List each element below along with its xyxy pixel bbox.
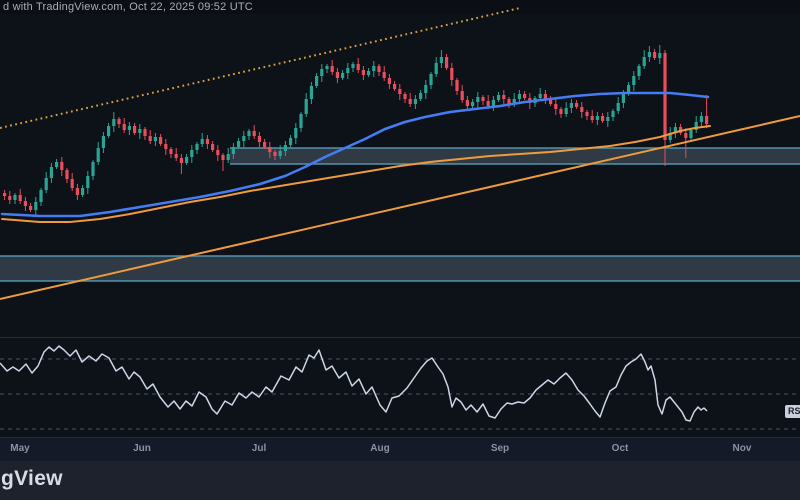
- rsi-line: [0, 345, 708, 422]
- lower-support-zone: [0, 256, 800, 281]
- x-axis-label-nov: Nov: [732, 443, 752, 454]
- x-axis-label-oct: Oct: [611, 443, 629, 454]
- rsi-value-badge: RS: [785, 405, 800, 418]
- rsi-pane: [0, 345, 800, 430]
- ma-fast-line: [0, 91, 710, 218]
- tradingview-logo: gView: [1, 467, 63, 490]
- dotted-ascending-trendline: [0, 7, 521, 129]
- attribution-text: d with TradingView.com, Oct 22, 2025 09:…: [3, 1, 253, 13]
- x-axis-label-jun: Jun: [133, 443, 151, 454]
- x-axis-label-sep: Sep: [490, 443, 510, 454]
- footer-bar: gView: [0, 461, 800, 500]
- candles-group: [3, 45, 709, 216]
- time-axis[interactable]: May Jun Jul Aug Sep Oct Nov: [0, 437, 800, 461]
- x-axis-label-jul: Jul: [251, 443, 267, 454]
- upper-resistance-zone: [230, 148, 800, 164]
- attribution-strip: [0, 0, 800, 14]
- x-axis-label-may: May: [10, 443, 30, 454]
- ma-slow-line: [1, 125, 711, 223]
- chart-canvas[interactable]: [0, 0, 800, 437]
- ascending-trendline: [0, 115, 800, 300]
- x-axis-label-aug: Aug: [370, 443, 390, 454]
